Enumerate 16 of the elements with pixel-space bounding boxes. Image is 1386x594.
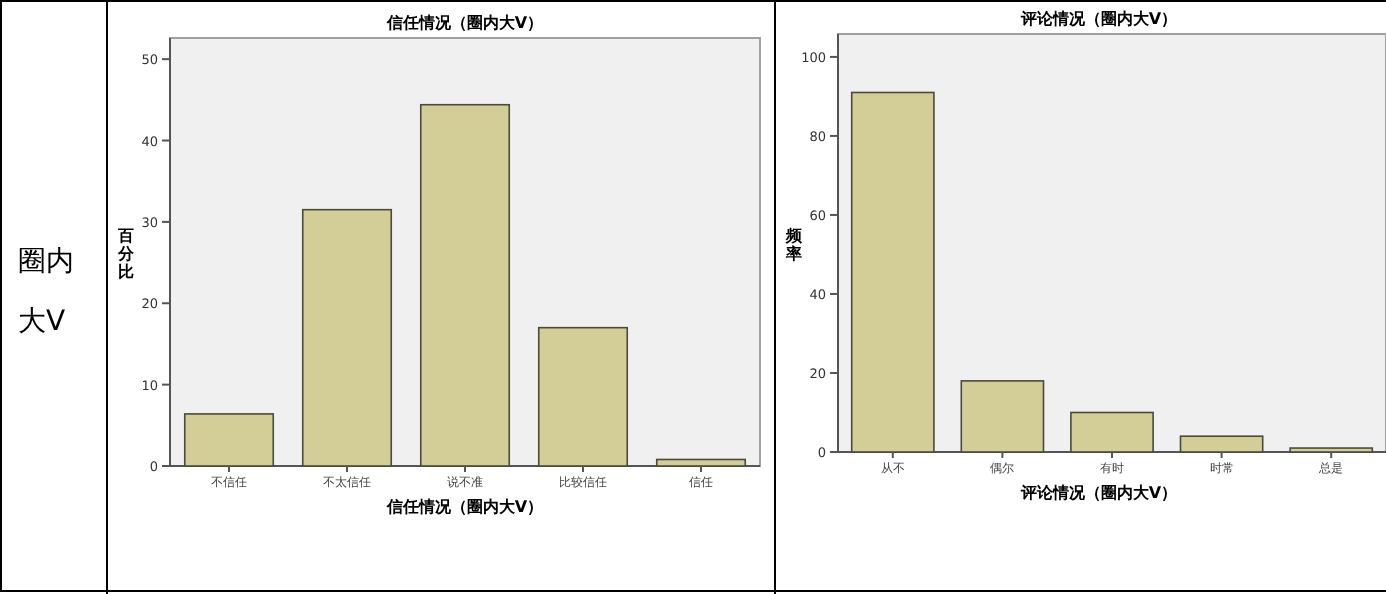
bar	[655, 458, 747, 467]
bar	[960, 380, 1045, 453]
chart-title: 评论情况（圈内大V）	[1018, 10, 1178, 28]
bar	[1070, 411, 1154, 453]
text: 圈内大V	[18, 244, 76, 342]
x-axis-title: 评论情况（圈内大V）	[1018, 484, 1178, 502]
bar	[183, 413, 275, 467]
bar	[1179, 435, 1264, 453]
bar	[850, 91, 935, 453]
y-axis-title: 频率	[784, 227, 804, 263]
bar	[301, 208, 393, 467]
chart-title: 信任情况（圈内大V）	[384, 14, 544, 32]
bar	[419, 103, 511, 467]
bar	[537, 326, 629, 467]
y-axis-title: 百分比	[116, 227, 136, 281]
x-axis-title: 信任情况（圈内大V）	[384, 498, 544, 516]
